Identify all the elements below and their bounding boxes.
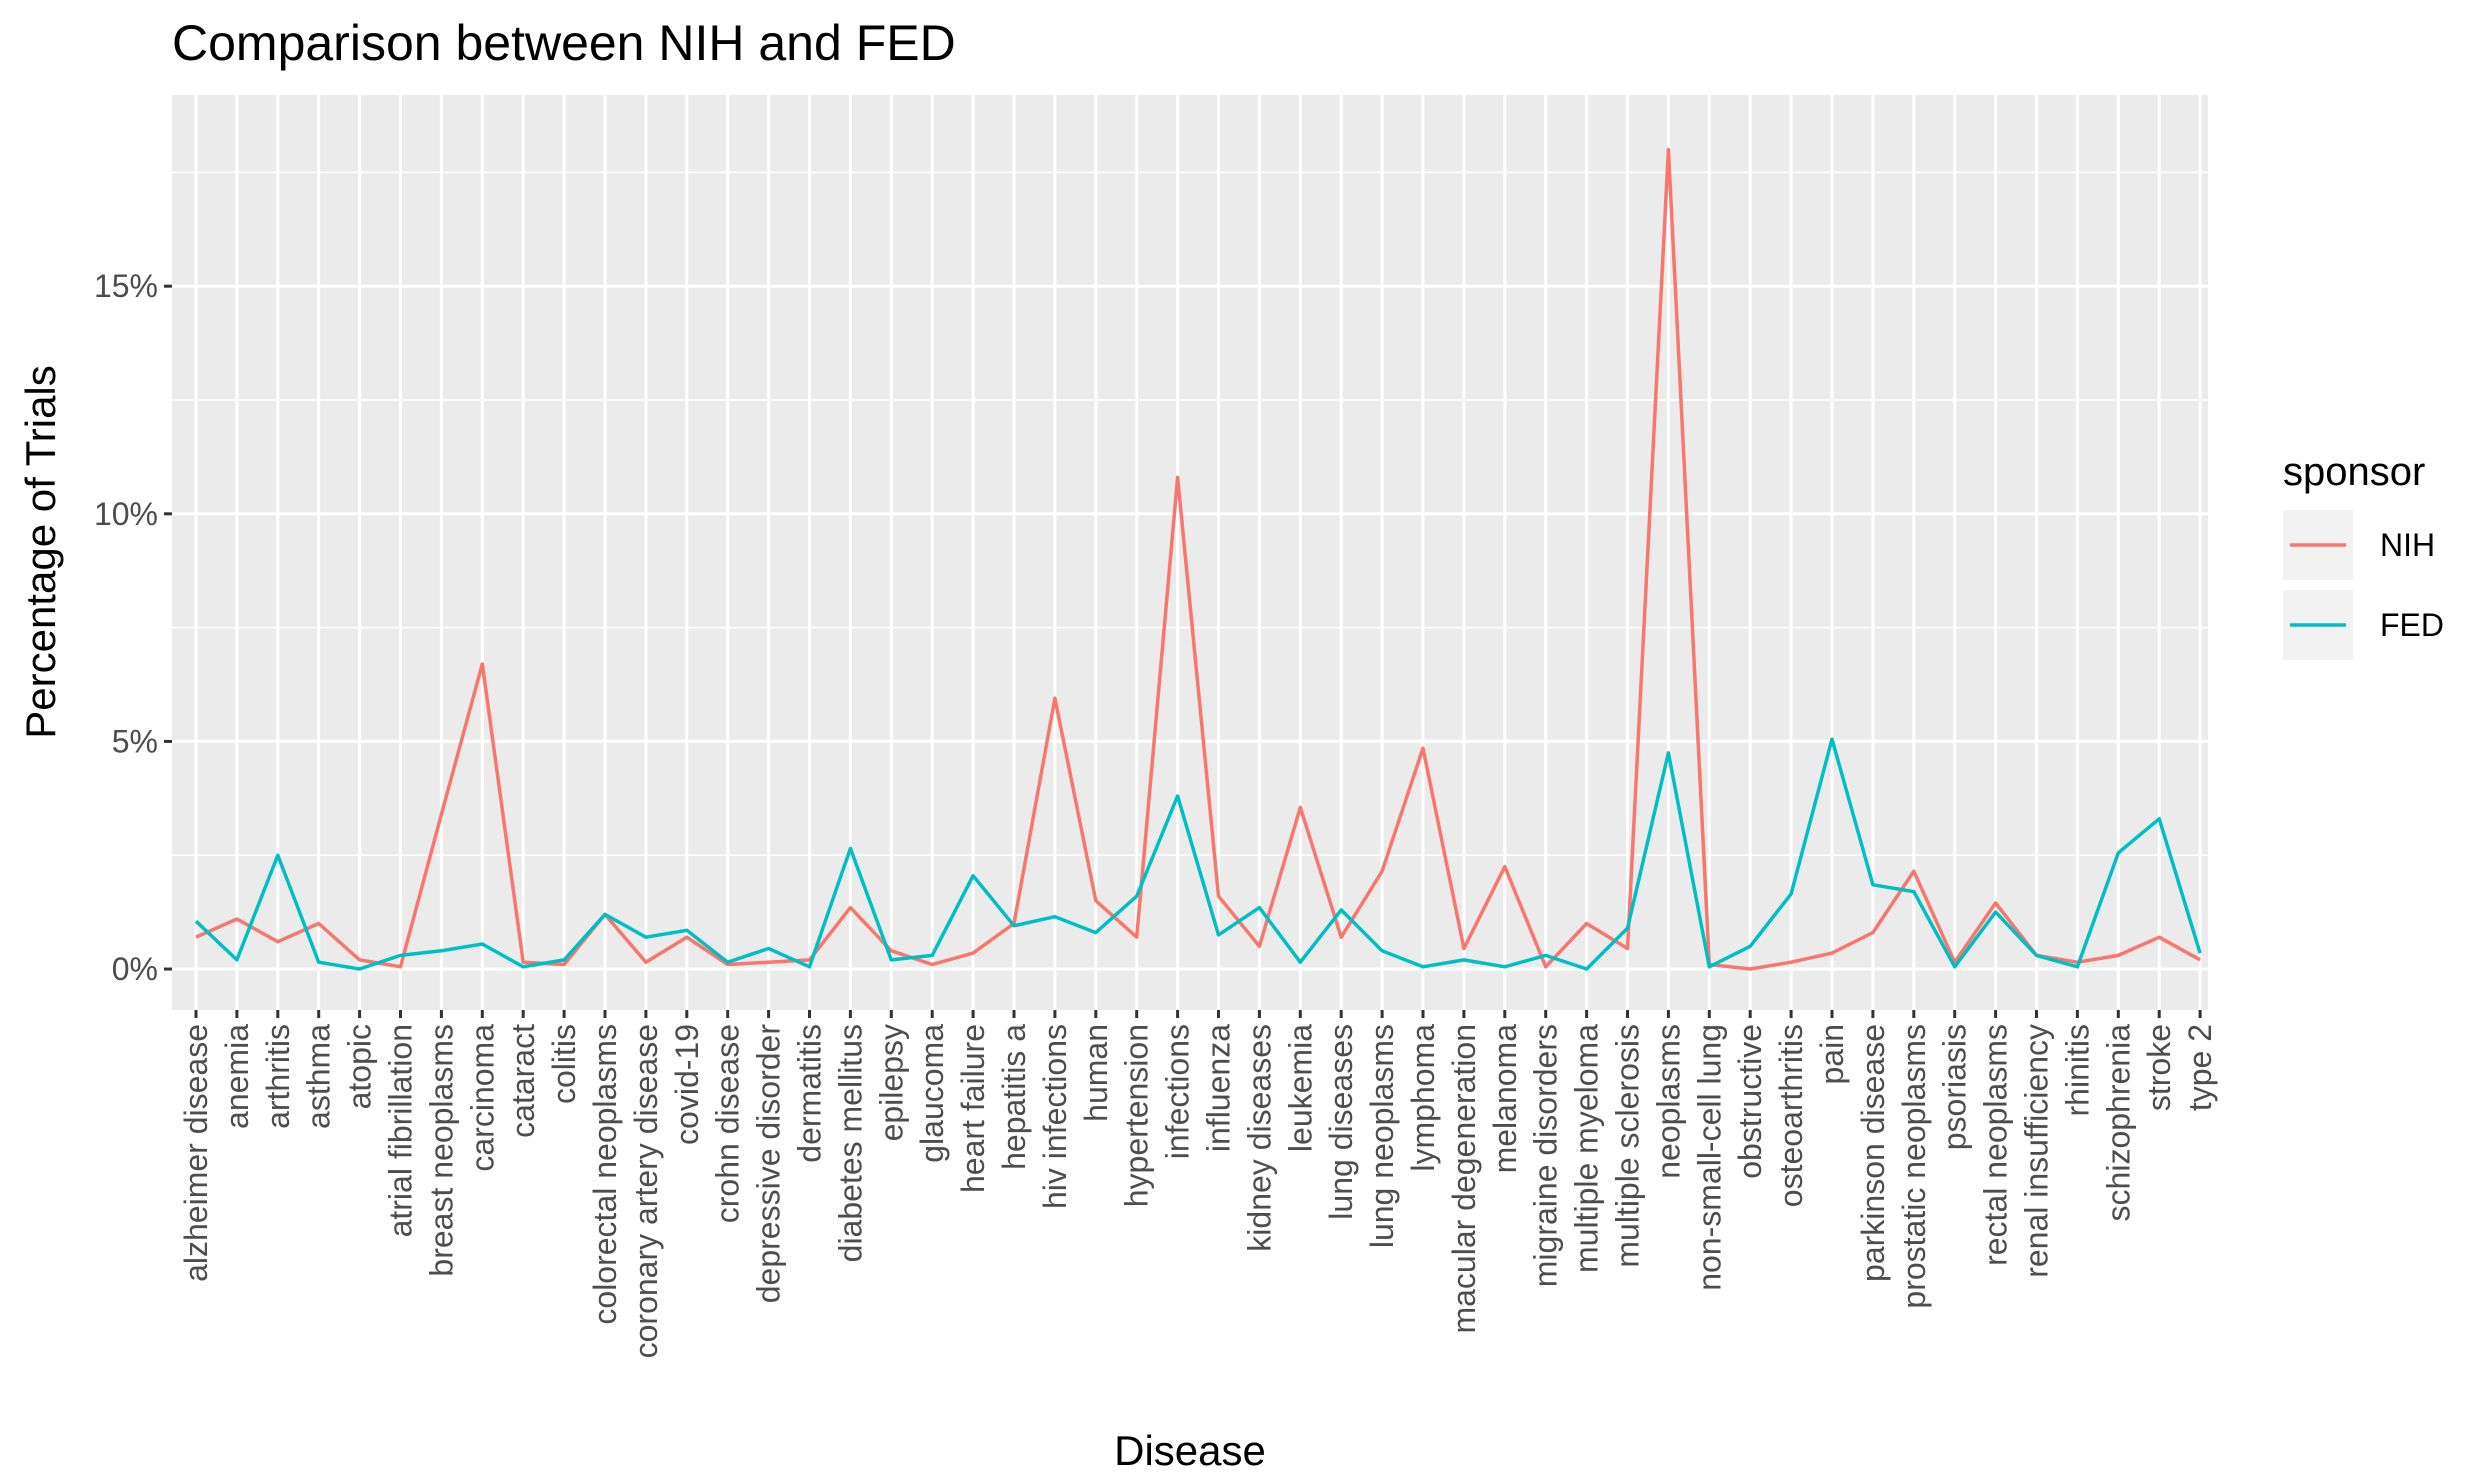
grid-minor (172, 171, 2208, 856)
x-tick-label: multiple sclerosis (1610, 1024, 1646, 1268)
x-tick-label: hepatitis a (996, 1024, 1032, 1170)
y-tick-label: 15% (94, 268, 158, 304)
y-axis: 0% 5% 10% 15% (94, 268, 172, 987)
x-tick-label: renal insufficiency (2019, 1024, 2055, 1278)
legend-label-nih: NIH (2380, 527, 2435, 563)
x-tick-label: epilepsy (873, 1024, 909, 1141)
x-tick-label: anemia (219, 1024, 255, 1129)
y-axis-title: Percentage of Trials (17, 365, 64, 739)
x-tick-label: colitis (546, 1024, 582, 1104)
chart-title: Comparison between NIH and FED (172, 15, 956, 71)
legend-title: sponsor (2283, 450, 2425, 494)
x-tick-label: prostatic neoplasms (1896, 1024, 1932, 1309)
x-tick-label: human (1078, 1024, 1114, 1122)
series-lines (194, 147, 2202, 971)
x-tick-label: colorectal neoplasms (587, 1024, 623, 1325)
x-tick-label: carcinoma (464, 1024, 500, 1172)
x-tick-label: type 2 (2182, 1024, 2218, 1111)
y-tick-label: 0% (112, 951, 158, 987)
grid-major (172, 95, 2208, 1010)
x-axis-title: Disease (1114, 1427, 1266, 1474)
x-tick-label: hypertension (1119, 1024, 1155, 1207)
x-tick-label: migraine disorders (1528, 1024, 1564, 1287)
x-tick-label: macular degeneration (1446, 1024, 1482, 1334)
x-tick-label: non-small-cell lung (1691, 1024, 1727, 1291)
x-tick-label: crohn disease (710, 1024, 746, 1223)
y-tick-label: 10% (94, 496, 158, 532)
series-line-fed (194, 737, 2202, 971)
x-tick-label: influenza (1201, 1024, 1237, 1152)
x-tick-label: multiple myeloma (1569, 1024, 1605, 1273)
x-tick-label: pain (1814, 1024, 1850, 1085)
legend-label-fed: FED (2380, 607, 2444, 643)
x-tick-label: lung neoplasms (1364, 1024, 1400, 1248)
x-tick-label: stroke (2141, 1024, 2177, 1111)
x-tick-label: dermatitis (792, 1024, 828, 1163)
x-tick-label: covid-19 (669, 1024, 705, 1145)
x-tick-label: rhinitis (2059, 1024, 2095, 1116)
x-tick-label: atrial fibrillation (383, 1024, 419, 1237)
x-tick-label: parkinson disease (1855, 1024, 1891, 1282)
x-tick-label: psoriasis (1937, 1024, 1973, 1150)
x-tick-label: coronary artery disease (628, 1024, 664, 1358)
x-tick-label: lung diseases (1323, 1024, 1359, 1220)
x-axis: alzheimer disease anemia arthritis asthma at… (178, 1010, 2218, 1358)
plot-panel (172, 95, 2208, 1010)
x-tick-label: alzheimer disease (178, 1024, 214, 1282)
x-tick-label: glaucoma (914, 1024, 950, 1163)
series-line-nih (195, 147, 2201, 971)
x-tick-label: arthritis (260, 1024, 296, 1129)
x-tick-label: hiv infections (1037, 1024, 1073, 1209)
x-tick-label: rectal neoplasms (1978, 1024, 2014, 1266)
x-tick-label: lymphoma (1405, 1024, 1441, 1172)
x-tick-label: atopic (342, 1024, 378, 1109)
x-tick-label: cataract (505, 1024, 541, 1138)
x-tick-label: obstructive (1732, 1024, 1768, 1179)
x-tick-label: osteoarthritis (1773, 1024, 1809, 1207)
y-tick-label: 5% (112, 723, 158, 759)
x-tick-label: neoplasms (1650, 1024, 1686, 1179)
x-tick-label: diabetes mellitus (832, 1024, 868, 1262)
x-tick-label: kidney diseases (1241, 1024, 1277, 1252)
x-tick-label: leukemia (1282, 1024, 1318, 1152)
x-tick-label: heart failure (955, 1024, 991, 1193)
legend: sponsor NIH FED (2283, 450, 2444, 660)
x-tick-label: depressive disorder (751, 1024, 787, 1304)
x-tick-label: melanoma (1487, 1024, 1523, 1174)
x-tick-label: breast neoplasms (423, 1024, 459, 1277)
x-tick-label: schizophrenia (2100, 1024, 2136, 1222)
x-tick-label: asthma (301, 1024, 337, 1129)
x-tick-label: infections (1160, 1024, 1196, 1159)
